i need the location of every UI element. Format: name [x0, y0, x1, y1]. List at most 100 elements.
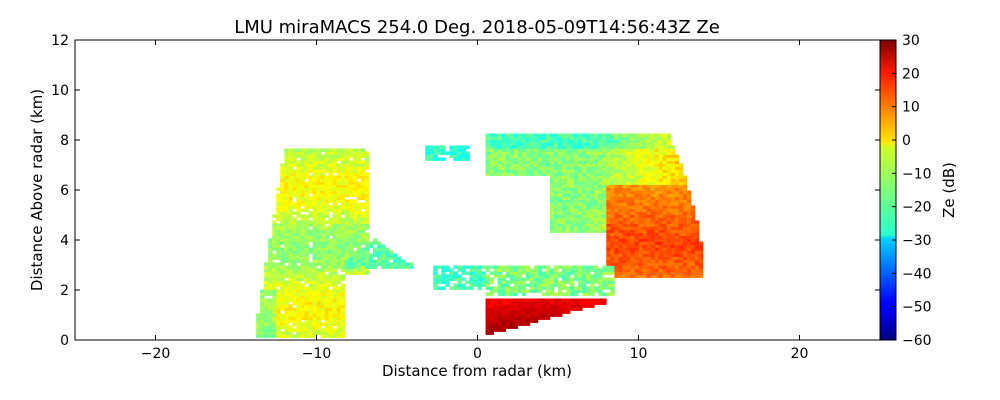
reflectivity-cell — [650, 208, 655, 212]
reflectivity-cell — [646, 184, 651, 188]
reflectivity-cell — [618, 205, 623, 209]
reflectivity-cell — [276, 196, 281, 200]
reflectivity-cell — [521, 166, 527, 170]
reflectivity-cell — [513, 322, 519, 326]
reflectivity-cell — [336, 199, 342, 203]
reflectivity-cell — [308, 247, 313, 251]
reflectivity-cell — [570, 307, 575, 311]
reflectivity-cell — [610, 217, 615, 221]
reflectivity-cell — [658, 145, 664, 149]
reflectivity-cell — [662, 145, 668, 149]
reflectivity-cell — [674, 199, 680, 203]
reflectivity-cell — [485, 160, 490, 164]
reflectivity-cell — [517, 148, 523, 152]
reflectivity-cell — [284, 193, 289, 197]
reflectivity-cell — [328, 163, 333, 167]
reflectivity-cell — [562, 172, 567, 176]
reflectivity-cell — [590, 154, 595, 158]
reflectivity-cell — [582, 193, 587, 197]
reflectivity-cell — [344, 259, 350, 263]
reflectivity-cell — [272, 298, 277, 302]
reflectivity-cell — [674, 244, 680, 248]
reflectivity-cell — [582, 226, 587, 230]
reflectivity-cell — [497, 316, 503, 320]
reflectivity-cell — [312, 298, 317, 302]
reflectivity-cell — [316, 301, 321, 305]
reflectivity-cell — [340, 178, 346, 182]
reflectivity-cell — [300, 178, 305, 182]
reflectivity-cell — [602, 193, 607, 197]
reflectivity-cell — [670, 208, 676, 212]
reflectivity-cell — [622, 172, 627, 176]
reflectivity-cell — [549, 301, 555, 305]
reflectivity-cell — [300, 187, 305, 191]
reflectivity-cell — [537, 169, 543, 173]
reflectivity-cell — [292, 316, 297, 320]
reflectivity-cell — [481, 283, 486, 287]
reflectivity-cell — [594, 142, 599, 146]
reflectivity-cell — [376, 244, 382, 248]
reflectivity-cell — [562, 217, 567, 221]
reflectivity-cell — [650, 178, 655, 182]
reflectivity-cell — [650, 139, 655, 143]
reflectivity-cell — [582, 139, 587, 143]
reflectivity-cell — [553, 226, 559, 230]
reflectivity-cell — [401, 265, 406, 269]
reflectivity-cell — [698, 247, 704, 251]
reflectivity-cell — [586, 133, 591, 137]
reflectivity-cell — [662, 271, 668, 275]
reflectivity-cell — [276, 307, 281, 311]
reflectivity-cell — [312, 178, 317, 182]
reflectivity-cell — [674, 211, 680, 215]
reflectivity-cell — [566, 184, 571, 188]
reflectivity-cell — [509, 322, 515, 326]
reflectivity-cell — [562, 178, 567, 182]
reflectivity-cell — [320, 283, 325, 287]
reflectivity-cell — [284, 283, 289, 287]
reflectivity-cell — [441, 271, 446, 275]
reflectivity-cell — [537, 154, 543, 158]
reflectivity-cell — [549, 268, 555, 272]
reflectivity-cell — [658, 151, 664, 155]
reflectivity-cell — [626, 172, 631, 176]
reflectivity-cell — [308, 334, 313, 338]
reflectivity-cell — [626, 169, 631, 173]
reflectivity-cell — [553, 310, 559, 314]
reflectivity-cell — [594, 217, 599, 221]
reflectivity-cell — [521, 301, 527, 305]
reflectivity-cell — [682, 271, 688, 275]
reflectivity-cell — [280, 166, 285, 170]
reflectivity-cell — [574, 205, 579, 209]
reflectivity-cell — [501, 172, 507, 176]
reflectivity-cell — [292, 223, 297, 227]
colorbar-tick-label: 10 — [902, 100, 920, 116]
reflectivity-cell — [356, 160, 362, 164]
reflectivity-cell — [606, 223, 611, 227]
reflectivity-cell — [336, 286, 342, 290]
reflectivity-cell — [541, 292, 547, 296]
reflectivity-cell — [288, 151, 293, 155]
reflectivity-cell — [352, 166, 358, 170]
reflectivity-cell — [686, 229, 692, 233]
reflectivity-cell — [276, 256, 281, 260]
reflectivity-cell — [324, 205, 329, 209]
reflectivity-cell — [646, 190, 651, 194]
reflectivity-cell — [650, 214, 655, 218]
reflectivity-cell — [529, 289, 535, 293]
reflectivity-cell — [618, 253, 623, 257]
reflectivity-cell — [634, 238, 639, 242]
reflectivity-cell — [304, 199, 309, 203]
reflectivity-cell — [654, 208, 660, 212]
reflectivity-cell — [558, 151, 563, 155]
reflectivity-cell — [380, 247, 386, 251]
reflectivity-cell — [296, 187, 301, 191]
reflectivity-cell — [590, 277, 595, 281]
reflectivity-cell — [360, 241, 366, 245]
reflectivity-cell — [642, 235, 647, 239]
reflectivity-cell — [658, 208, 664, 212]
reflectivity-cell — [304, 262, 309, 266]
reflectivity-cell — [666, 226, 672, 230]
colorbar-tick-label: −20 — [902, 200, 932, 216]
reflectivity-cell — [505, 148, 511, 152]
reflectivity-cell — [638, 166, 643, 170]
